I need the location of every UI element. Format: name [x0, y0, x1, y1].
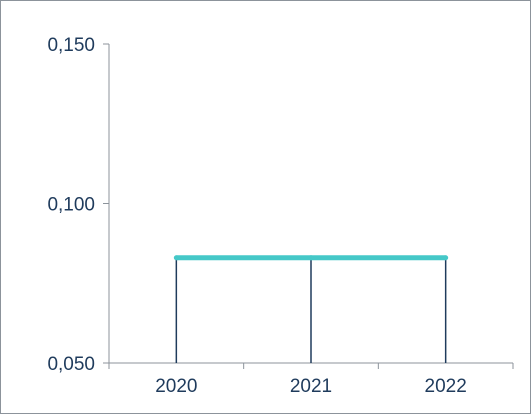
y-tick-label: 0,150 — [47, 35, 95, 56]
data-point — [443, 255, 449, 261]
x-tick-label: 2021 — [290, 376, 332, 397]
tick-labels: 0,050 0,100 0,150 2020 2021 2022 — [47, 35, 466, 397]
data-point — [173, 255, 179, 261]
x-tick-label: 2022 — [425, 376, 467, 397]
axes — [103, 43, 514, 369]
data-point — [308, 255, 314, 261]
series — [173, 255, 449, 261]
y-tick-label: 0,100 — [47, 195, 95, 216]
y-tick-label: 0,050 — [47, 354, 95, 375]
drop-lines — [175, 257, 447, 363]
x-tick-label: 2020 — [155, 376, 197, 397]
